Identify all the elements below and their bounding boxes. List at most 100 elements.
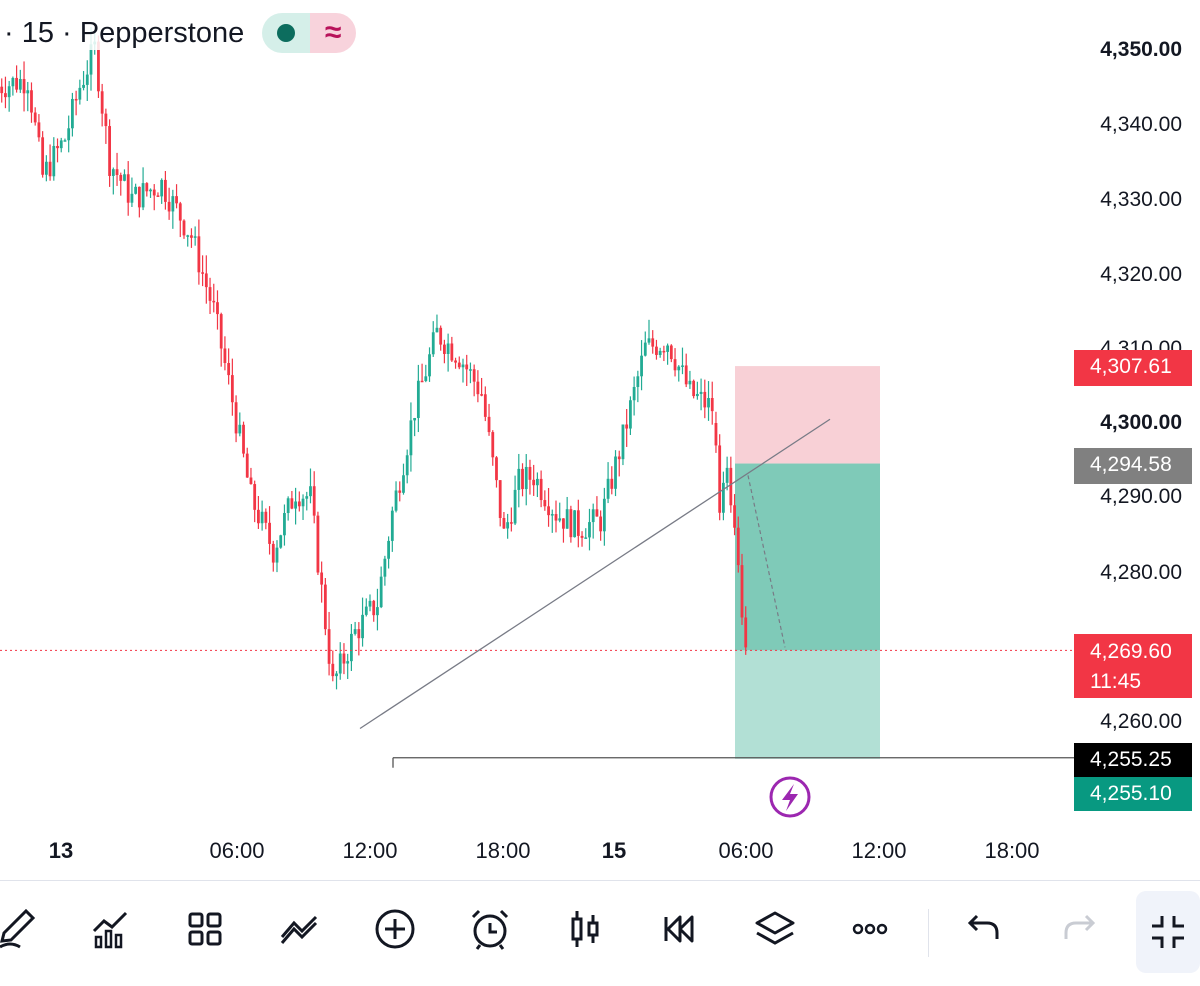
candle-body <box>204 273 208 288</box>
candle-body <box>450 343 454 361</box>
candle-body <box>97 41 100 92</box>
candle-body <box>580 535 584 538</box>
redo-icon[interactable] <box>1052 901 1108 957</box>
candle-body <box>283 513 286 536</box>
candle-body <box>699 391 703 394</box>
candle-body <box>18 78 22 90</box>
candle-body <box>573 510 576 538</box>
candle-body <box>350 633 353 662</box>
wave-icon: ≈ <box>324 16 342 49</box>
candle-body <box>498 480 502 518</box>
candle-body <box>402 475 405 493</box>
candle-body <box>137 186 141 208</box>
candle-body <box>718 445 722 513</box>
candle-body <box>376 607 379 616</box>
candle-body <box>123 174 126 181</box>
candle-body <box>74 98 78 101</box>
candle-body <box>740 565 744 618</box>
candle-body <box>253 484 257 510</box>
price-chart[interactable] <box>0 0 1200 880</box>
candle-body <box>0 86 4 94</box>
candle-body <box>413 417 417 421</box>
candle-body <box>71 98 74 129</box>
candle-body <box>44 161 48 175</box>
candle-body <box>305 496 309 499</box>
candle-body <box>82 84 85 88</box>
candle-body <box>275 547 279 563</box>
candle-body <box>521 468 524 490</box>
symbol-title[interactable]: · 15 · Pepperstone <box>0 16 249 50</box>
pencil-icon[interactable] <box>0 901 46 957</box>
candle-body <box>216 302 219 315</box>
undo-icon[interactable] <box>955 901 1011 957</box>
candle-body <box>647 338 651 343</box>
candle-body <box>409 420 413 456</box>
candle-body <box>610 478 614 489</box>
candle-body <box>227 363 231 376</box>
alarm-icon[interactable] <box>462 901 518 957</box>
candle-body <box>100 91 104 114</box>
chart-bars-icon[interactable] <box>82 901 138 957</box>
candle-body <box>249 477 253 485</box>
candle-body <box>67 128 71 141</box>
candle-body <box>569 509 573 538</box>
add-icon[interactable] <box>367 901 423 957</box>
candle-body <box>223 348 227 364</box>
candle-body <box>662 350 666 353</box>
indicators-icon[interactable] <box>272 901 328 957</box>
candle-body <box>454 360 457 363</box>
candle-body <box>286 498 290 514</box>
candle-body <box>666 345 669 352</box>
candle-body <box>338 653 342 674</box>
candle-body <box>11 77 15 87</box>
fullscreen-icon[interactable] <box>1136 891 1200 973</box>
time-axis-label: 12:00 <box>342 838 398 863</box>
candle-body <box>242 424 245 454</box>
time-axis-label: 12:00 <box>851 838 907 863</box>
candle-body <box>673 359 677 371</box>
candle-body <box>56 145 59 149</box>
candle-body <box>420 380 424 383</box>
candle-body <box>539 478 543 501</box>
candle-body <box>182 220 186 236</box>
candle-body <box>219 314 223 349</box>
market-open-indicator <box>262 13 311 53</box>
trendline <box>359 418 831 730</box>
lightning-icon[interactable] <box>769 776 811 818</box>
replay-icon[interactable] <box>652 901 708 957</box>
candle-body <box>562 518 565 529</box>
symbol-header[interactable]: · 15 · Pepperstone ≈ <box>0 10 357 56</box>
candle-body <box>312 486 316 516</box>
current-price-value: 4,269.60 <box>1090 640 1172 663</box>
candle-body <box>175 196 178 204</box>
candle-body <box>439 327 443 345</box>
candle-body <box>714 423 718 446</box>
grid-icon[interactable] <box>177 901 233 957</box>
candle-body <box>658 350 662 355</box>
candle-body <box>688 380 692 385</box>
candle-body <box>722 482 725 513</box>
candles-icon[interactable] <box>557 901 613 957</box>
candle-body <box>190 235 193 238</box>
candle-body <box>22 78 26 94</box>
candle-body <box>52 145 56 177</box>
more-icon[interactable] <box>842 901 898 957</box>
candle-body <box>26 90 30 94</box>
candle-body <box>509 522 513 524</box>
status-pill[interactable]: ≈ <box>262 13 357 53</box>
candle-body <box>41 137 45 175</box>
candle-body <box>238 424 242 434</box>
candle-body <box>692 380 696 397</box>
candle-body <box>695 393 699 397</box>
candle-body <box>491 432 495 458</box>
candle-body <box>234 402 238 434</box>
candle-body <box>625 424 629 429</box>
candle-body <box>357 629 361 639</box>
candle-body <box>152 189 156 196</box>
candle-body <box>710 398 714 412</box>
layers-icon[interactable] <box>747 901 803 957</box>
candle-body <box>372 600 376 616</box>
candle-body <box>111 169 115 176</box>
candle-body <box>130 193 134 203</box>
candle-body <box>323 584 327 630</box>
